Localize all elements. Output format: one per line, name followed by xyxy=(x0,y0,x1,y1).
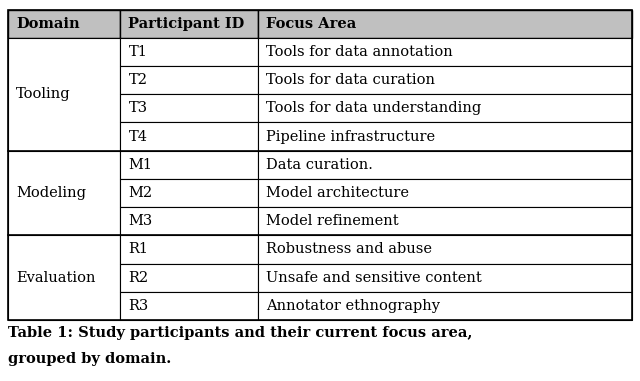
Bar xyxy=(257,292,632,320)
Text: T2: T2 xyxy=(129,73,147,87)
Bar xyxy=(120,38,257,66)
Text: R2: R2 xyxy=(129,271,148,285)
Bar xyxy=(120,235,257,264)
Bar xyxy=(120,264,257,292)
Bar xyxy=(257,94,632,122)
Bar xyxy=(120,122,257,150)
Text: Tooling: Tooling xyxy=(16,87,70,101)
Text: R1: R1 xyxy=(129,242,148,256)
Text: Model refinement: Model refinement xyxy=(266,214,399,228)
Bar xyxy=(120,150,257,179)
Text: M3: M3 xyxy=(129,214,153,228)
Bar xyxy=(8,150,120,235)
Text: Pipeline infrastructure: Pipeline infrastructure xyxy=(266,130,435,144)
Bar xyxy=(257,207,632,235)
Bar xyxy=(120,94,257,122)
Text: M2: M2 xyxy=(129,186,152,200)
Bar xyxy=(257,10,632,38)
Bar xyxy=(120,10,257,38)
Bar xyxy=(257,66,632,94)
Text: Evaluation: Evaluation xyxy=(16,271,95,285)
Text: T3: T3 xyxy=(129,101,148,115)
Bar xyxy=(120,179,257,207)
Text: R3: R3 xyxy=(129,299,148,313)
Bar xyxy=(120,207,257,235)
Text: Robustness and abuse: Robustness and abuse xyxy=(266,242,432,256)
Bar xyxy=(257,122,632,150)
Text: Domain: Domain xyxy=(16,17,79,30)
Text: Unsafe and sensitive content: Unsafe and sensitive content xyxy=(266,271,482,285)
Text: T1: T1 xyxy=(129,45,147,59)
Text: Participant ID: Participant ID xyxy=(129,17,244,30)
Bar xyxy=(8,235,120,320)
Text: Annotator ethnography: Annotator ethnography xyxy=(266,299,440,313)
Text: Tools for data curation: Tools for data curation xyxy=(266,73,435,87)
Bar xyxy=(257,235,632,264)
Bar xyxy=(120,66,257,94)
Bar xyxy=(257,264,632,292)
Bar xyxy=(8,10,120,38)
Text: Modeling: Modeling xyxy=(16,186,86,200)
Bar xyxy=(257,38,632,66)
Text: grouped by domain.: grouped by domain. xyxy=(8,352,171,366)
Bar xyxy=(120,292,257,320)
Text: M1: M1 xyxy=(129,158,152,172)
Text: Data curation.: Data curation. xyxy=(266,158,372,172)
Text: Tools for data annotation: Tools for data annotation xyxy=(266,45,452,59)
Bar xyxy=(257,150,632,179)
Text: T4: T4 xyxy=(129,130,147,144)
Bar xyxy=(8,38,120,150)
Bar xyxy=(8,10,632,320)
Text: Model architecture: Model architecture xyxy=(266,186,409,200)
Text: Table 1: Study participants and their current focus area,: Table 1: Study participants and their cu… xyxy=(8,326,472,340)
Text: Tools for data understanding: Tools for data understanding xyxy=(266,101,481,115)
Text: Focus Area: Focus Area xyxy=(266,17,356,30)
Bar xyxy=(257,179,632,207)
